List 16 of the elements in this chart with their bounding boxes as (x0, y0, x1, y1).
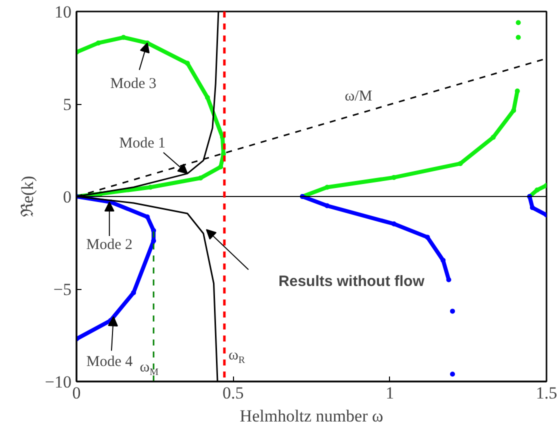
y-tick-label: 10 (54, 2, 72, 22)
y-tick-label: 0 (63, 188, 72, 206)
x-tick-label: 0.5 (222, 384, 244, 402)
annotation: ω/M (344, 88, 372, 105)
annotation: Mode 3 (110, 76, 156, 92)
y-tick-label: −5 (53, 280, 72, 299)
annotation: Mode 1 (119, 136, 166, 152)
y-axis-title: ℜe(k) (18, 176, 37, 218)
x-axis-title: Helmholtz number ω (240, 406, 384, 426)
y-tick-label: −10 (44, 372, 72, 392)
y-tick-label: 5 (63, 95, 72, 114)
annotation: Results without flow (278, 273, 425, 290)
x-tick-label: 1 (386, 384, 394, 402)
x-tick-label: 1.5 (536, 384, 557, 402)
annotation: Mode 4 (86, 354, 134, 370)
annotation: Mode 2 (86, 237, 133, 254)
